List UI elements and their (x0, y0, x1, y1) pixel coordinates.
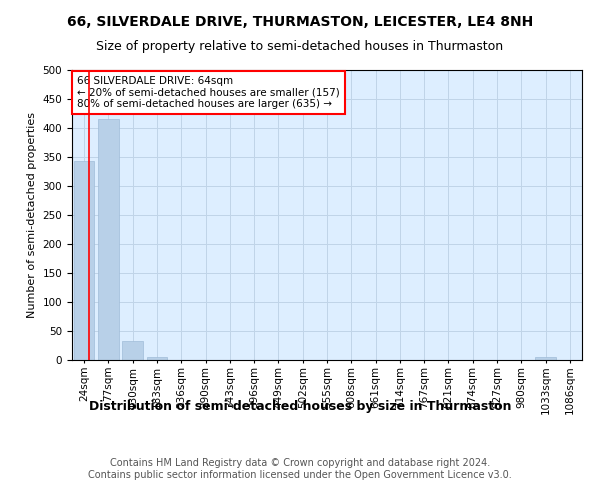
Bar (98, 120, 119, 360)
Text: 66, SILVERDALE DRIVE, THURMASTON, LEICESTER, LE4 8NH: 66, SILVERDALE DRIVE, THURMASTON, LEICES… (67, 15, 533, 29)
Text: Size of property relative to semi-detached houses in Thurmaston: Size of property relative to semi-detach… (97, 40, 503, 53)
Bar (535, 357, 556, 360)
Bar (74, 161, 94, 360)
Text: Contains HM Land Registry data © Crown copyright and database right 2024.
Contai: Contains HM Land Registry data © Crown c… (88, 458, 512, 480)
Bar (146, 357, 167, 360)
Text: Distribution of semi-detached houses by size in Thurmaston: Distribution of semi-detached houses by … (89, 400, 511, 413)
Text: 66 SILVERDALE DRIVE: 64sqm
← 20% of semi-detached houses are smaller (157)
80% o: 66 SILVERDALE DRIVE: 64sqm ← 20% of semi… (77, 76, 340, 109)
Y-axis label: Number of semi-detached properties: Number of semi-detached properties (27, 112, 37, 318)
Bar (122, 342, 143, 360)
